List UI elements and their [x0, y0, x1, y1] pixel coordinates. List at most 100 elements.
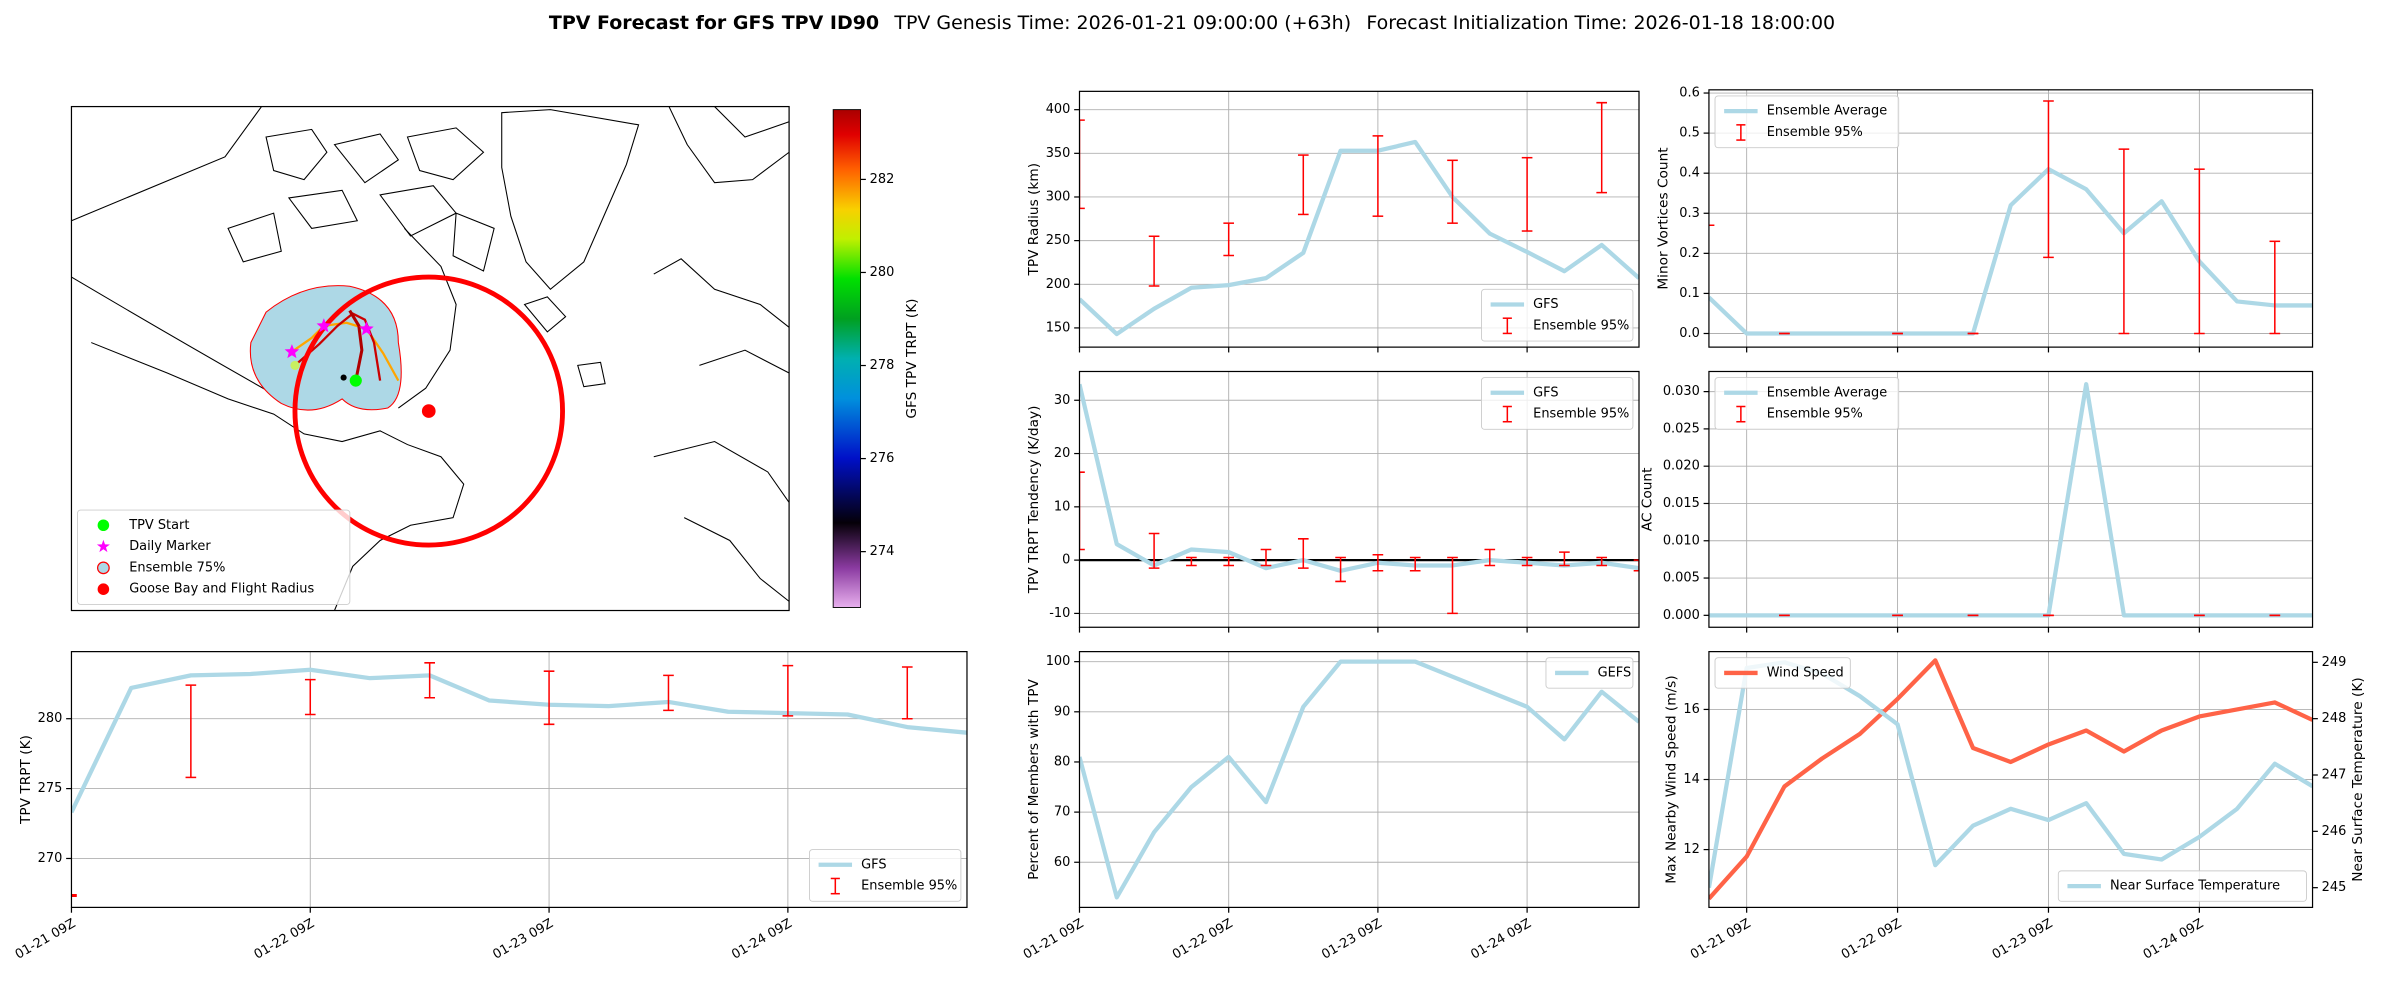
- y-tick-label: 0.0: [1679, 326, 1700, 341]
- y-tick-label: 12: [1683, 842, 1699, 857]
- legend-label: Ensemble 95%: [1767, 407, 1863, 422]
- map-frame: [70, 105, 790, 612]
- legend-box: [1481, 377, 1634, 430]
- legend-box: [1714, 377, 1900, 430]
- x-tick-label: 01-24 09Z: [729, 916, 795, 963]
- y-axis-label: TPV TRPT (K): [18, 735, 34, 825]
- y-tick-label: 0.2: [1679, 246, 1700, 261]
- y-axis-label: Minor Vortices Count: [1655, 147, 1671, 290]
- coastline: [523, 296, 606, 388]
- colorbar-tick-label: 280: [870, 265, 895, 280]
- y-tick-label: 100: [1046, 654, 1071, 669]
- legend-box: [2057, 870, 2307, 902]
- colorbar-label: GFS TPV TRPT (K): [904, 298, 920, 418]
- daily-marker: [284, 344, 300, 359]
- legend-box: [1714, 95, 1900, 149]
- legend-handle: [97, 519, 110, 532]
- figure-title: TPV Forecast for GFS TPV ID90 TPV Genesis…: [549, 11, 1835, 33]
- y-tick-label: 400: [1046, 102, 1071, 117]
- axes-frame: [1078, 651, 1640, 909]
- y-tick-label: 350: [1046, 146, 1071, 161]
- axes-frame: [1708, 651, 2314, 909]
- y-tick-label: 0.4: [1679, 166, 1700, 181]
- y-tick-label: 0.5: [1679, 126, 1700, 141]
- axes-frame: [1708, 370, 2314, 628]
- legend-label: Wind Speed: [1767, 665, 1844, 680]
- subtitle: TPV Genesis Time: 2026-01-21 09:00:00 (+…: [893, 11, 1351, 33]
- line: [1708, 382, 2313, 618]
- legend-box: [77, 509, 351, 605]
- legend-label: GFS: [1533, 297, 1558, 312]
- ensemble-area: [249, 285, 402, 411]
- legend-handle: [96, 539, 110, 553]
- x-tick-label: 01-21 09Z: [13, 916, 79, 963]
- y-axis-label: AC Count: [1639, 467, 1655, 531]
- x-tick-label: 01-23 09Z: [1990, 916, 2056, 963]
- flight-radius: [292, 274, 565, 548]
- legend-label: Ensemble 75%: [129, 560, 225, 575]
- y-tick-label: 0.1: [1679, 286, 1700, 301]
- line: [1079, 659, 1639, 900]
- plot-area: [1079, 383, 1639, 615]
- y-tick-label: 10: [1054, 499, 1070, 514]
- y-axis-label: TPV Radius (km): [1026, 163, 1042, 277]
- x-tick-label: 01-23 09Z: [1319, 916, 1385, 963]
- axes-frame: [1078, 90, 1640, 348]
- x-tick-label: 01-24 09Z: [2141, 916, 2207, 963]
- y-tick-label: 0.6: [1679, 86, 1700, 101]
- y-tick-label: 0.3: [1679, 206, 1700, 221]
- line: [1708, 658, 2313, 901]
- track: [348, 309, 364, 381]
- map-boundary: [71, 106, 262, 222]
- x-tick-label: 01-21 09Z: [1688, 916, 1754, 963]
- legend-label: GEFS: [1598, 665, 1632, 680]
- legend-label: Ensemble Average: [1767, 104, 1888, 119]
- legend-box: [1481, 288, 1634, 342]
- y-tick-label: 60: [1054, 855, 1070, 870]
- y-tick-label: 0.025: [1663, 421, 1700, 436]
- legend-label: Ensemble 95%: [861, 879, 957, 894]
- legend-box: [1714, 657, 1851, 689]
- x-tick-label: 01-22 09Z: [1170, 916, 1236, 963]
- legend-label: Ensemble Average: [1767, 385, 1888, 400]
- coastline: [653, 106, 790, 602]
- y2-tick-label: 249: [2322, 655, 2347, 670]
- y2-axis-label: Near Surface Temperature (K): [2350, 677, 2366, 881]
- daily-marker: [359, 321, 374, 336]
- subtitle: Forecast Initialization Time: 2026-01-18…: [1366, 11, 1835, 33]
- tpv-start: [349, 374, 362, 387]
- x-tick-label: 01-22 09Z: [252, 916, 318, 963]
- colorbar-tick-label: 282: [870, 172, 895, 187]
- coastline: [91, 342, 465, 611]
- legend-label: Daily Marker: [129, 539, 211, 554]
- legend-box: [809, 849, 962, 902]
- x-tick-label: 01-23 09Z: [490, 916, 556, 963]
- line: [1079, 383, 1639, 573]
- colorbar-tick-label: 276: [870, 451, 895, 466]
- legend-label: GFS: [861, 857, 886, 872]
- y-tick-label: 275: [38, 781, 63, 796]
- y-tick-label: 90: [1054, 704, 1070, 719]
- line: [1079, 139, 1639, 337]
- legend-label: TPV Start: [128, 518, 189, 533]
- axes-frame: [70, 651, 968, 909]
- y-axis-label: Percent of Members with TPV: [1026, 679, 1042, 880]
- y2-tick-label: 248: [2322, 711, 2347, 726]
- legend-box: [1545, 657, 1634, 689]
- tpv-start: [290, 360, 300, 370]
- legend-label: Goose Bay and Flight Radius: [129, 582, 314, 597]
- colorbar: [832, 109, 862, 608]
- y-tick-label: 30: [1054, 393, 1070, 408]
- axes-frame: [1708, 89, 2314, 348]
- line: [71, 667, 967, 814]
- y-tick-label: 0.030: [1663, 384, 1700, 399]
- y-tick-label: 0: [1062, 553, 1070, 568]
- y-tick-label: -10: [1049, 606, 1070, 621]
- x-tick-label: 01-21 09Z: [1021, 916, 1087, 963]
- track: [291, 321, 400, 382]
- coastline: [227, 127, 495, 272]
- goose-bay: [421, 404, 436, 418]
- plot-area: [1708, 382, 2313, 618]
